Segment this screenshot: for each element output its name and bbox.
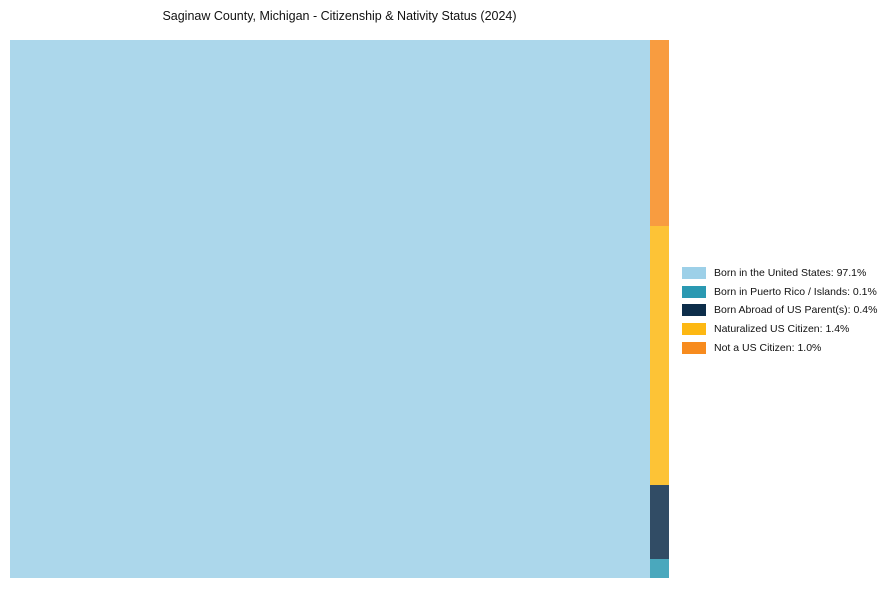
legend-swatch <box>682 323 706 336</box>
legend-item: Born in the United States: 97.1% <box>682 264 877 283</box>
treemap-plot <box>10 40 669 578</box>
treemap-cell-born-in-us <box>10 40 650 578</box>
legend-item: Born Abroad of US Parent(s): 0.4% <box>682 301 877 320</box>
chart-title: Saginaw County, Michigan - Citizenship &… <box>162 9 517 23</box>
legend-swatch <box>682 341 706 354</box>
legend-label: Naturalized US Citizen: 1.4% <box>714 323 850 336</box>
legend-item: Born in Puerto Rico / Islands: 0.1% <box>682 283 877 302</box>
treemap-cell-born-puerto-rico-islands <box>649 559 669 578</box>
legend-label: Born in the United States: 97.1% <box>714 267 867 280</box>
legend-swatch <box>682 304 706 317</box>
legend-swatch <box>682 267 706 280</box>
treemap-cell-naturalized-citizen <box>649 225 669 486</box>
treemap-cell-not-us-citizen <box>649 40 669 226</box>
legend-label: Not a US Citizen: 1.0% <box>714 341 822 354</box>
legend-label: Born Abroad of US Parent(s): 0.4% <box>714 304 878 317</box>
treemap-minority-strip <box>649 40 669 578</box>
treemap-cell-born-abroad-us-parents <box>649 485 669 560</box>
legend-item: Not a US Citizen: 1.0% <box>682 338 877 357</box>
legend-label: Born in Puerto Rico / Islands: 0.1% <box>714 285 877 298</box>
legend-item: Naturalized US Citizen: 1.4% <box>682 320 877 339</box>
legend-swatch <box>682 285 706 298</box>
chart-legend: Born in the United States: 97.1% Born in… <box>682 264 877 357</box>
